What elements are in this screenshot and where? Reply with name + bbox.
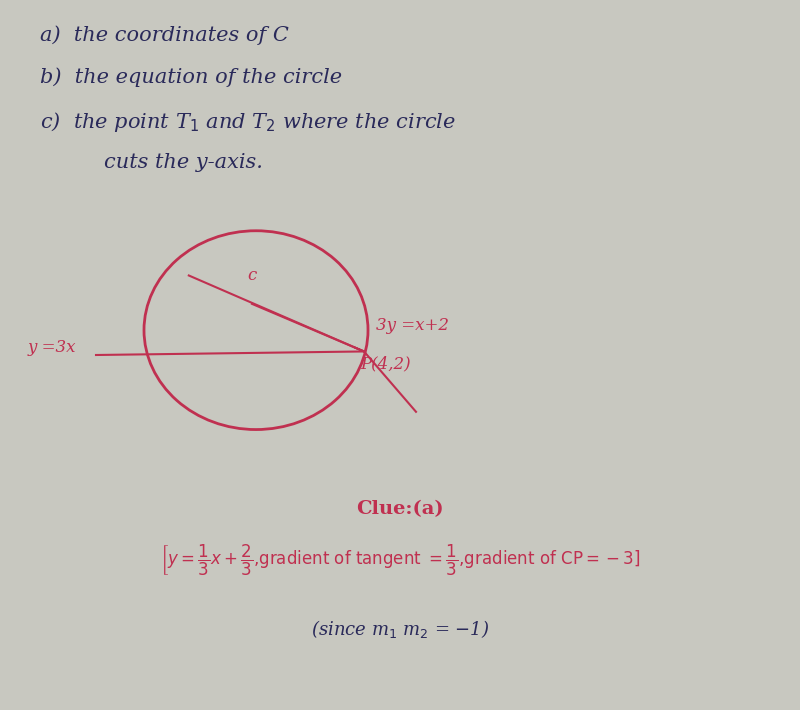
Text: Clue:(a): Clue:(a)	[356, 501, 444, 518]
Text: (since m$_1$ m$_2$ = $-$1): (since m$_1$ m$_2$ = $-$1)	[310, 618, 490, 640]
Text: b)  the equation of the circle: b) the equation of the circle	[40, 67, 342, 87]
Text: cuts the y-axis.: cuts the y-axis.	[104, 153, 263, 172]
Text: c)  the point T$_1$ and T$_2$ where the circle: c) the point T$_1$ and T$_2$ where the c…	[40, 110, 456, 134]
Text: y =3x: y =3x	[28, 339, 77, 356]
Text: P(4,2): P(4,2)	[360, 355, 410, 372]
Text: $\left[y=\dfrac{1}{3}x+\dfrac{2}{3}\right.$,gradient of tangent $=\dfrac{1}{3}$,: $\left[y=\dfrac{1}{3}x+\dfrac{2}{3}\righ…	[160, 543, 640, 579]
Text: 3y =x+2: 3y =x+2	[376, 317, 449, 334]
Text: a)  the coordinates of C: a) the coordinates of C	[40, 25, 289, 45]
Text: c: c	[247, 267, 257, 284]
